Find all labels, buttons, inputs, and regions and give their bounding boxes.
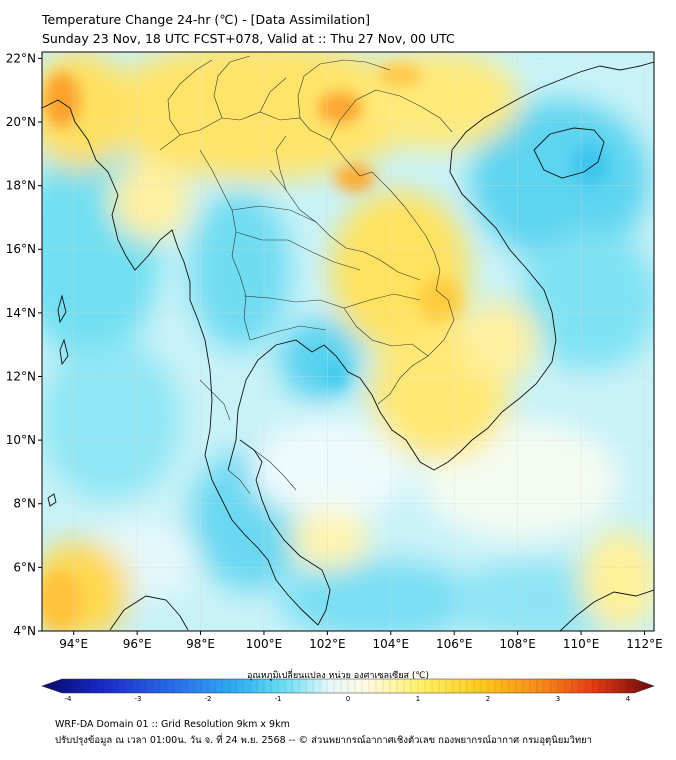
graticule (42, 52, 654, 631)
admin-borders (159, 55, 455, 495)
coastlines (42, 61, 654, 631)
colorbar-tick-label: -4 (65, 695, 73, 703)
colorbar-tick-label: -2 (205, 695, 212, 703)
lon-tick-label: 108°E (499, 637, 536, 651)
lat-tick-label: 22°N (6, 51, 36, 65)
lat-tick-label: 8°N (13, 497, 36, 511)
footer-model-info: WRF-DA Domain 01 :: Grid Resolution 9km … (55, 719, 290, 730)
footer-update-info: ปรับปรุงข้อมูล ณ เวลา 01:00น. วัน จ. ที่… (55, 735, 593, 746)
lat-tick-label: 20°N (6, 115, 36, 129)
latitude-axis: 22°N 20°N 18°N 16°N 14°N 12°N 10°N 8°N 6°N 4°N (6, 51, 42, 638)
lon-tick-label: 104°E (373, 637, 410, 651)
lon-tick-label: 94°E (59, 637, 88, 651)
map-subtitle: Sunday 23 Nov, 18 UTC FCST+078, Valid at… (42, 31, 455, 46)
colorbar-tick-label: -3 (135, 695, 142, 703)
lon-tick-label: 100°E (246, 637, 283, 651)
lon-tick-label: 98°E (186, 637, 215, 651)
lat-tick-label: 10°N (6, 433, 36, 447)
colorbar-tick-label: 1 (416, 695, 420, 703)
colorbar-tick-label: 3 (556, 695, 560, 703)
lon-tick-label: 112°E (626, 637, 663, 651)
colorbar-tick-label: -1 (275, 695, 282, 703)
colorbar: -4 -3 -2 -1 0 1 2 3 4 (41, 678, 655, 703)
lat-tick-label: 6°N (13, 560, 36, 574)
lon-tick-label: 106°E (436, 637, 473, 651)
colorbar-label: อุณหภูมิเปลี่ยนแปลง หน่วย องศาเซลเซียส (… (246, 671, 430, 681)
lon-tick-label: 102°E (309, 637, 346, 651)
lon-tick-label: 110°E (563, 637, 600, 651)
temperature-field (42, 52, 654, 631)
longitude-axis: 94°E 96°E 98°E 100°E 102°E 104°E 106°E 108°E 110… (59, 631, 663, 651)
lat-tick-label: 12°N (6, 369, 36, 383)
lat-tick-label: 4°N (13, 624, 36, 638)
colorbar-tick-label: 4 (626, 695, 631, 703)
colorbar-tick-label: 2 (486, 695, 490, 703)
map-title: Temperature Change 24-hr (℃) - [Data Ass… (42, 12, 371, 27)
map-frame (41, 51, 655, 632)
colorbar-tick-label: 0 (346, 695, 350, 703)
lat-tick-label: 16°N (6, 242, 36, 256)
lat-tick-label: 18°N (6, 179, 36, 193)
lon-tick-label: 96°E (123, 637, 152, 651)
lat-tick-label: 14°N (6, 306, 36, 320)
